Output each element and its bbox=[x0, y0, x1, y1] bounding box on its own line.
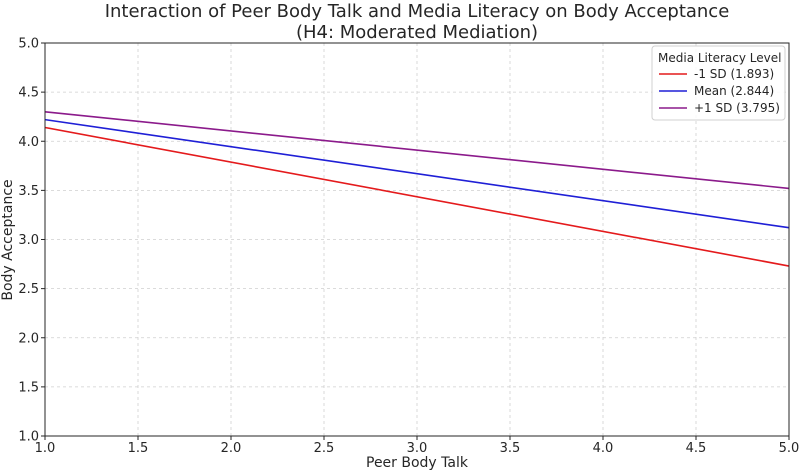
series-line-3 bbox=[44, 110, 790, 190]
legend-label-2: Mean (2.844) bbox=[694, 84, 774, 98]
chart-title: Interaction of Peer Body Talk and Media … bbox=[105, 1, 730, 22]
y-tick-label: 2.5 bbox=[18, 282, 39, 297]
y-tick-label: 4.5 bbox=[18, 86, 39, 101]
legend-box bbox=[651, 45, 786, 121]
x-tick-label: 1.0 bbox=[35, 441, 56, 456]
x-tick-label: 3.0 bbox=[407, 441, 428, 456]
x-tick-label: 2.5 bbox=[314, 441, 335, 456]
x-tick-label: 5.0 bbox=[779, 441, 800, 456]
x-tick-label: 3.5 bbox=[500, 441, 521, 456]
series-line-1 bbox=[44, 126, 790, 267]
y-axis-label: Body Acceptance bbox=[0, 179, 16, 300]
series-lines bbox=[44, 110, 790, 267]
legend-label-3: +1 SD (3.795) bbox=[694, 101, 780, 115]
x-tick-label: 4.0 bbox=[593, 441, 614, 456]
legend-items: -1 SD (1.893) Mean (2.844) +1 SD (3.795) bbox=[659, 67, 780, 115]
y-tick-label: 2.0 bbox=[18, 331, 39, 346]
y-tick-label: 3.5 bbox=[18, 184, 39, 199]
legend: Media Literacy Level -1 SD (1.893) Mean (… bbox=[651, 45, 786, 121]
x-tick-label: 4.5 bbox=[686, 441, 707, 456]
x-tick-label: 2.0 bbox=[221, 441, 242, 456]
legend-title: Media Literacy Level bbox=[658, 51, 781, 65]
y-tick-label: 4.0 bbox=[18, 135, 39, 150]
x-axis-ticks: 1.0 1.5 2.0 2.5 3.0 3.5 4.0 4.5 5.0 bbox=[35, 436, 800, 456]
series-line-2 bbox=[44, 118, 790, 229]
y-tick-label: 1.5 bbox=[18, 380, 39, 395]
y-tick-label: 3.0 bbox=[18, 233, 39, 248]
x-axis-label: Peer Body Talk bbox=[366, 455, 469, 471]
y-axis-ticks: 1.0 1.5 2.0 2.5 3.0 3.5 4.0 4.5 5.0 bbox=[18, 37, 45, 445]
legend-label-1: -1 SD (1.893) bbox=[694, 67, 774, 81]
chart-subtitle: (H4: Moderated Mediation) bbox=[296, 22, 538, 43]
y-tick-label: 1.0 bbox=[18, 430, 39, 445]
y-tick-label: 5.0 bbox=[18, 37, 39, 52]
x-tick-label: 1.5 bbox=[128, 441, 149, 456]
